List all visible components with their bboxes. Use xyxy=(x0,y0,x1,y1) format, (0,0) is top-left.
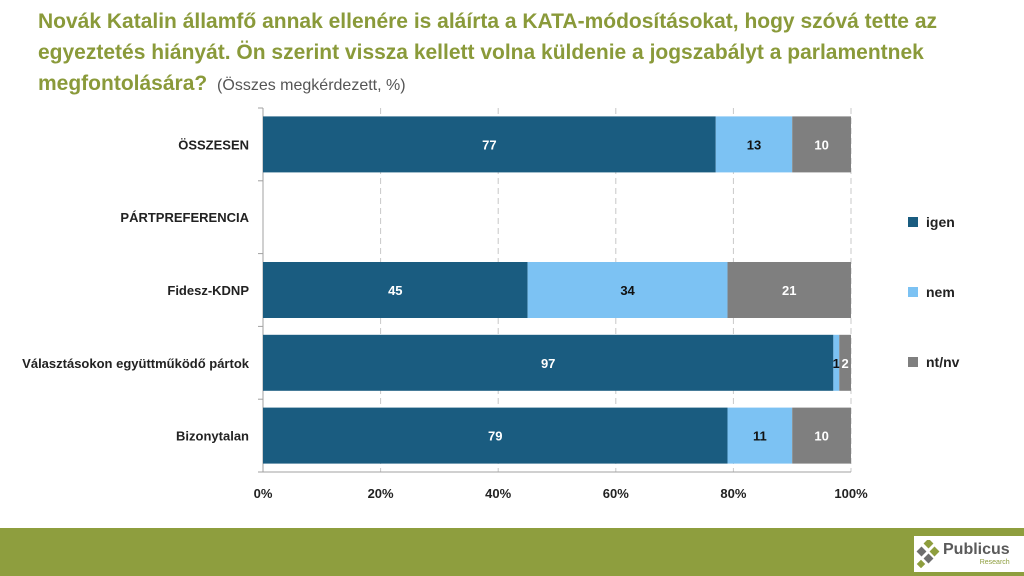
bar-segment xyxy=(715,116,793,173)
legend-label-nem: nem xyxy=(926,284,955,300)
bar-segment xyxy=(527,262,728,318)
bar-segment xyxy=(727,407,793,464)
x-tick-label: 100% xyxy=(834,486,868,501)
category-label: Bizonytalan xyxy=(176,429,249,444)
legend-label-ntnv: nt/nv xyxy=(926,354,960,370)
bar-segment xyxy=(263,407,728,464)
data-label: 10 xyxy=(814,429,828,444)
data-label: 97 xyxy=(541,356,555,371)
bar-segment xyxy=(263,262,528,318)
publicus-logo: Publicus Research xyxy=(914,536,1024,572)
category-label: Fidesz-KDNP xyxy=(167,283,249,298)
data-label: 2 xyxy=(842,356,849,371)
bar-segment xyxy=(263,116,716,173)
data-label: 45 xyxy=(388,283,402,298)
legend-item-igen: igen xyxy=(908,214,955,230)
chart-title: Novák Katalin államfő annak ellenére is … xyxy=(38,6,998,101)
title-subtitle: (Összes megkérdezett, %) xyxy=(217,77,406,94)
title-main: Novák Katalin államfő annak ellenére is … xyxy=(38,10,938,95)
legend-swatch-ntnv xyxy=(908,357,918,367)
category-label: PÁRTPREFERENCIA xyxy=(120,210,249,225)
data-label: 11 xyxy=(753,429,767,444)
legend-swatch-igen xyxy=(908,217,918,227)
legend-swatch-nem xyxy=(908,287,918,297)
data-label: 79 xyxy=(488,429,502,444)
data-label: 77 xyxy=(482,137,496,152)
data-label: 10 xyxy=(814,137,828,152)
x-tick-label: 40% xyxy=(485,486,511,501)
category-label: Választásokon együttműködő pártok xyxy=(22,356,250,371)
data-label: 21 xyxy=(782,283,796,298)
publicus-logo-icon xyxy=(916,540,940,568)
bar-segment xyxy=(839,334,851,391)
legend-item-nem: nem xyxy=(908,284,955,300)
x-tick-label: 60% xyxy=(603,486,629,501)
data-label: 1 xyxy=(833,356,840,371)
bar-segment xyxy=(792,407,851,464)
bar-segment xyxy=(727,262,851,318)
bar-segment xyxy=(792,116,851,173)
data-label: 34 xyxy=(620,283,635,298)
data-label: 13 xyxy=(747,137,761,152)
bar-segment xyxy=(833,334,840,391)
logo-name: Publicus xyxy=(943,541,1010,558)
logo-subtitle: Research xyxy=(979,559,1010,566)
bar-segment xyxy=(263,334,834,391)
category-label: ÖSSZESEN xyxy=(178,137,249,152)
stacked-bar-chart: 0% 20% 40% 60% 80% 100% ÖSSZESEN 77 13 10 PÁRTPREF… xyxy=(22,107,868,501)
legend-label-igen: igen xyxy=(926,214,955,230)
x-tick-label: 80% xyxy=(720,486,746,501)
footer-band xyxy=(0,528,1024,576)
x-tick-label: 20% xyxy=(368,486,394,501)
x-tick-label: 0% xyxy=(254,486,273,501)
legend-item-ntnv: nt/nv xyxy=(908,354,959,370)
